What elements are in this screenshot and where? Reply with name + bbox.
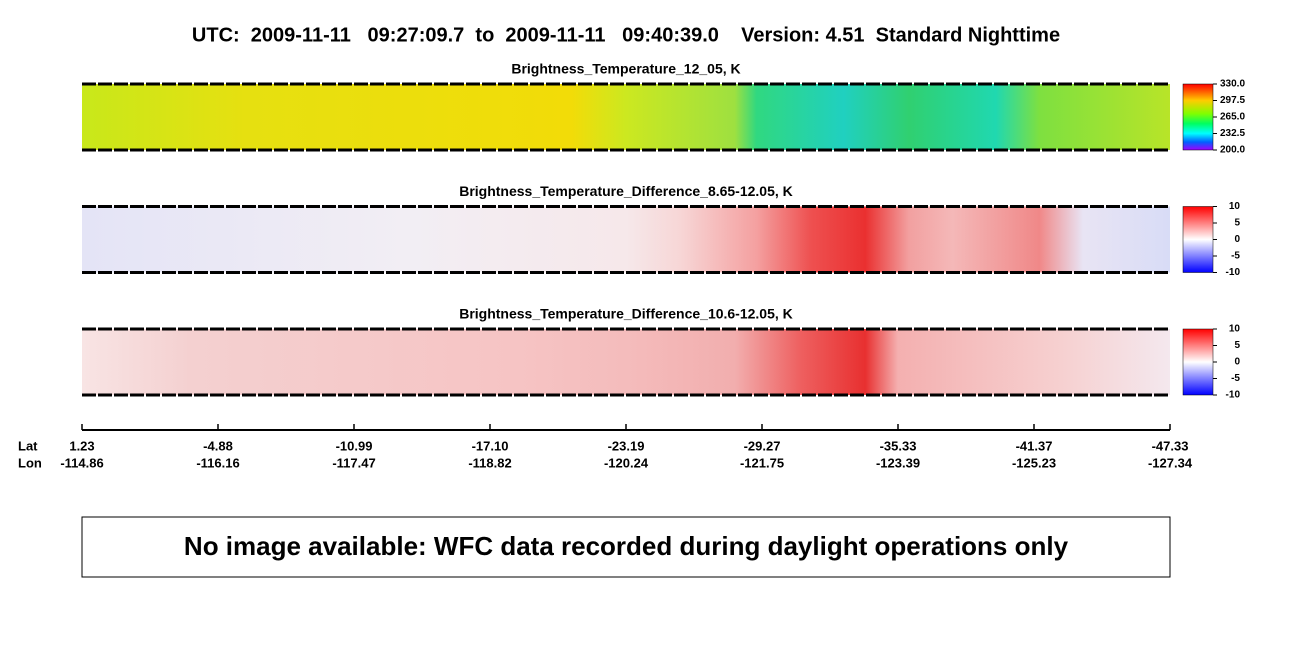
colorbar-label: -10: [1226, 267, 1241, 278]
lon-tick-label: -117.47: [332, 455, 375, 470]
lat-tick-label: -23.19: [608, 438, 645, 453]
lat-tick-label: -47.33: [1152, 438, 1189, 453]
image-strip: [82, 84, 1170, 150]
panels: Brightness_Temperature_12_05, K 330.0 297.…: [82, 61, 1245, 401]
lat-tick-label: -35.33: [880, 438, 917, 453]
colorbar-label: -10: [1226, 390, 1241, 401]
colorbar-label: 330.0: [1220, 79, 1245, 90]
lat-tick-label: -17.10: [472, 438, 509, 453]
lon-tick-label: -120.24: [604, 455, 649, 470]
colorbar-label: 10: [1229, 201, 1241, 212]
colorbar: [1182, 206, 1214, 273]
page-title: UTC: 2009-11-11 09:27:09.7 to 2009-11-11…: [192, 24, 1060, 46]
lat-tick-label: -4.88: [203, 438, 233, 453]
colorbar-label: 5: [1234, 340, 1240, 351]
axis-ticks: 1.23 -114.86 -4.88 -116.16 -10.99 -117.47 -17.…: [60, 424, 1193, 470]
lat-tick-label: 1.23: [69, 438, 94, 453]
colorbar-label: -5: [1231, 373, 1240, 384]
lon-tick-label: -125.23: [1012, 455, 1056, 470]
colorbar-label: 232.5: [1220, 128, 1245, 139]
colorbar: [1182, 83, 1214, 151]
lat-tick-label: -29.27: [744, 438, 781, 453]
lat-label: Lat: [18, 438, 38, 453]
lon-tick-label: -118.82: [468, 455, 511, 470]
lon-tick-label: -116.16: [196, 455, 239, 470]
panel-title: Brightness_Temperature_Difference_8.65-1…: [459, 183, 793, 199]
colorbar-label: 5: [1234, 218, 1240, 229]
lon-label: Lon: [18, 455, 42, 470]
lat-tick-label: -10.99: [336, 438, 373, 453]
panel-title: Brightness_Temperature_12_05, K: [511, 61, 740, 77]
lon-tick-label: -123.39: [876, 455, 920, 470]
colorbar-label: -5: [1231, 251, 1240, 262]
notice-box: [81, 516, 1171, 578]
panel-title: Brightness_Temperature_Difference_10.6-1…: [459, 306, 793, 322]
image-strip: [82, 329, 1170, 395]
image-strip: [82, 206, 1170, 273]
colorbar-label: 200.0: [1220, 145, 1245, 156]
lat-tick-label: -41.37: [1016, 438, 1053, 453]
notice: No image available: WFC data recorded du…: [184, 531, 1069, 561]
lon-tick-label: -121.75: [740, 455, 784, 470]
colorbar-label: 297.5: [1220, 95, 1245, 106]
colorbar-label: 0: [1234, 357, 1240, 368]
colorbar-label: 265.0: [1220, 112, 1245, 123]
lon-tick-label: -114.86: [60, 455, 103, 470]
colorbar-label: 0: [1234, 234, 1240, 245]
lon-tick-label: -127.34: [1148, 455, 1193, 470]
colorbar: [1182, 328, 1214, 396]
colorbar-label: 10: [1229, 324, 1241, 335]
